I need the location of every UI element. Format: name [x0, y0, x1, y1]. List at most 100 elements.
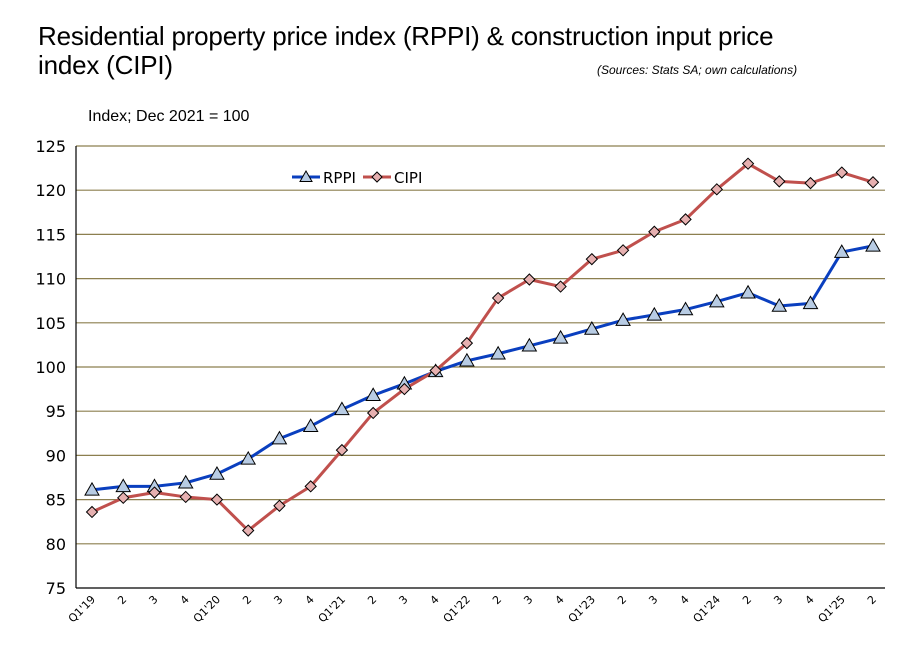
data-point-cipi: [304, 480, 317, 493]
data-point-rppi: [865, 237, 881, 252]
x-tick-label: 2: [740, 593, 754, 607]
y-tick-label: 75: [46, 579, 66, 598]
x-tick-label: 2: [365, 593, 379, 607]
data-point-rppi: [583, 320, 600, 335]
legend-marker: [299, 169, 313, 182]
x-tick-label: Q1'20: [191, 593, 223, 625]
x-tick-label: 2: [240, 593, 254, 607]
data-point-cipi: [585, 252, 599, 266]
data-point-rppi: [115, 478, 132, 493]
series-lines: [91, 162, 874, 533]
axes: [75, 146, 885, 589]
x-tick-label: 3: [771, 593, 785, 607]
x-tick-label: 4: [553, 593, 567, 607]
data-point-rppi: [177, 474, 194, 489]
x-tick-label: 2: [115, 593, 129, 607]
legend-label: RPPI: [323, 169, 356, 187]
data-point-rppi: [615, 312, 631, 326]
data-point-rppi: [708, 293, 725, 308]
data-point-rppi: [459, 352, 475, 367]
x-tick-label: Q1'21: [316, 593, 348, 625]
data-point-rppi: [833, 244, 850, 258]
x-tick-label: Q1'19: [66, 593, 98, 625]
series-line-cipi: [91, 162, 874, 533]
data-point-rppi: [84, 481, 100, 496]
data-point-rppi: [240, 450, 257, 465]
x-tick-label: Q1'23: [566, 593, 598, 625]
x-tick-label: 2: [615, 593, 629, 607]
data-point-cipi: [741, 157, 755, 170]
series-line-rppi: [91, 244, 874, 492]
x-tick-label: 3: [396, 593, 410, 607]
data-point-cipi: [148, 486, 161, 499]
legend-item-cipi: CIPI: [363, 169, 422, 187]
legend-item-rppi: RPPI: [292, 169, 356, 187]
gridlines: [76, 145, 885, 545]
data-point-rppi: [209, 465, 225, 480]
data-point-rppi: [740, 284, 756, 299]
series-markers: [84, 157, 881, 537]
x-tick-label: 2: [865, 593, 879, 607]
data-point-cipi: [273, 499, 286, 512]
y-tick-label: 85: [46, 491, 66, 510]
legend-label: CIPI: [394, 169, 422, 187]
data-point-cipi: [117, 491, 130, 505]
data-point-cipi: [523, 273, 536, 286]
data-point-cipi: [679, 213, 692, 226]
y-axis-ticks: 75 80 85 90 95 100 105 110 115 120 125: [35, 137, 66, 598]
data-point-cipi: [398, 382, 411, 396]
y-axis-label: Index; Dec 2021 = 100: [88, 108, 250, 125]
y-tick-label: 105: [35, 314, 66, 333]
data-point-cipi: [835, 166, 848, 179]
data-point-rppi: [646, 306, 663, 321]
y-tick-label: 110: [35, 270, 66, 289]
x-axis-ticks: Q1'19 2 3 4Q1'20 2 3 4Q1'21 2 3 4Q1'22 2 3 4Q1'23 2 3 4…: [66, 593, 879, 625]
chart-title: Residential property price index (RPPI) …: [38, 21, 774, 80]
y-tick-label: 125: [35, 137, 66, 156]
data-point-rppi: [552, 329, 569, 344]
data-point-rppi: [302, 418, 319, 432]
y-tick-label: 90: [46, 446, 66, 465]
data-point-rppi: [521, 337, 538, 352]
x-tick-label: 4: [678, 593, 692, 607]
data-point-cipi: [179, 490, 192, 504]
data-point-cipi: [804, 176, 817, 190]
x-tick-label: 3: [271, 593, 285, 607]
chart-source: (Sources: Stats SA; own calculations): [597, 63, 798, 77]
data-point-cipi: [210, 493, 224, 506]
y-tick-label: 100: [35, 358, 66, 377]
y-tick-label: 80: [46, 535, 66, 554]
data-point-rppi: [365, 387, 382, 402]
data-point-cipi: [335, 443, 349, 457]
x-tick-label: 4: [802, 593, 816, 607]
x-tick-label: 3: [521, 593, 535, 607]
legend: RPPI CIPI: [292, 169, 422, 187]
data-point-cipi: [85, 505, 99, 519]
data-point-rppi: [802, 295, 819, 310]
data-point-cipi: [773, 175, 786, 188]
data-point-rppi: [334, 401, 350, 416]
data-point-cipi: [460, 336, 474, 350]
legend-marker: [371, 171, 383, 183]
data-point-rppi: [271, 430, 288, 445]
y-tick-label: 95: [46, 402, 66, 421]
data-point-cipi: [710, 183, 724, 196]
y-tick-label: 115: [35, 225, 66, 244]
x-tick-label: 2: [490, 593, 504, 607]
x-tick-label: 3: [646, 593, 660, 607]
data-point-rppi: [490, 345, 506, 360]
data-point-cipi: [241, 524, 255, 537]
x-tick-label: 4: [178, 593, 192, 607]
x-tick-label: Q1'22: [441, 593, 473, 625]
y-tick-label: 120: [35, 181, 66, 200]
data-point-cipi: [554, 280, 567, 293]
data-point-cipi: [366, 406, 380, 420]
x-tick-label: 4: [428, 593, 442, 607]
data-point-cipi: [866, 176, 880, 189]
x-tick-label: Q1'25: [816, 593, 848, 625]
data-point-cipi: [429, 364, 442, 377]
data-point-cipi: [491, 291, 505, 305]
data-point-rppi: [771, 297, 788, 312]
data-point-cipi: [616, 244, 630, 257]
data-point-cipi: [648, 225, 661, 238]
